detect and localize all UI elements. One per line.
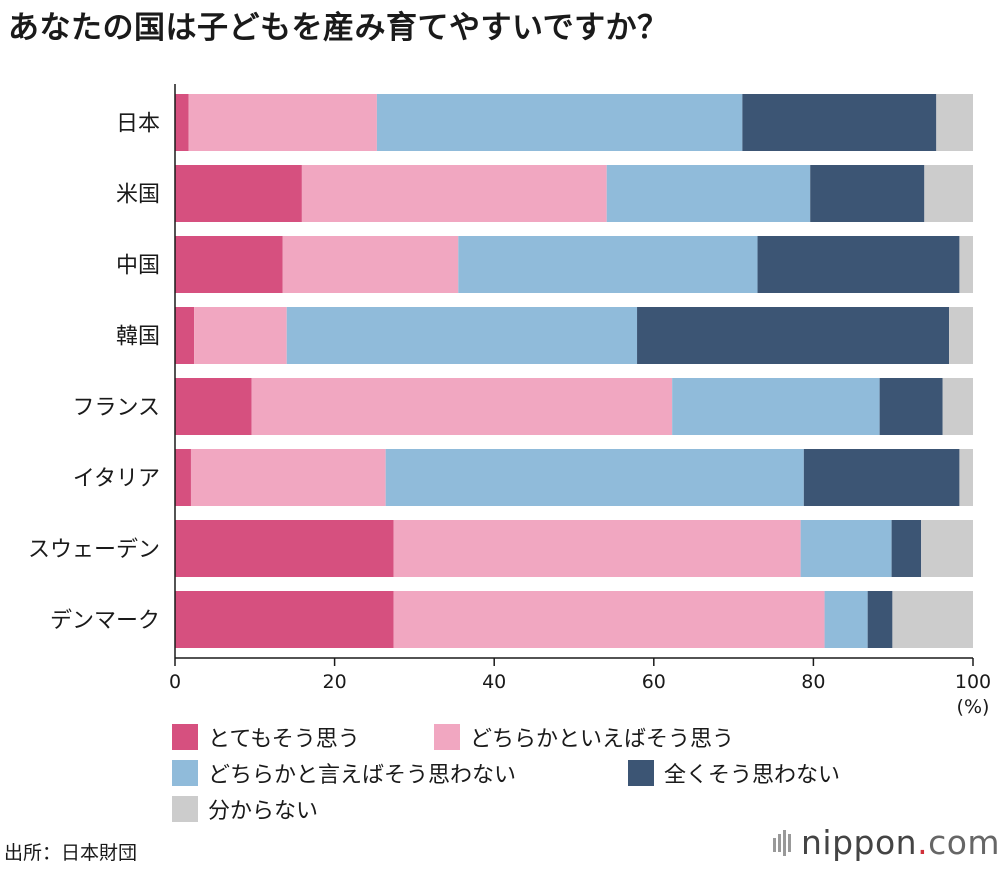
bar-segment bbox=[188, 94, 377, 151]
bar-segment bbox=[175, 378, 252, 435]
category-label: デンマーク bbox=[50, 609, 160, 634]
x-tick-label: 100 bbox=[955, 671, 991, 693]
bar-segment bbox=[936, 94, 973, 151]
category-label: 中国 bbox=[116, 254, 160, 279]
category-label: 日本 bbox=[116, 112, 160, 137]
legend-label: 全くそう思わない bbox=[664, 763, 841, 788]
legend-item: 分からない bbox=[172, 793, 318, 825]
legend-item: 全くそう思わない bbox=[628, 757, 840, 789]
bar-segment bbox=[891, 520, 922, 577]
x-tick-label: 80 bbox=[801, 671, 825, 693]
bar-segment bbox=[757, 236, 960, 293]
bar-segment bbox=[867, 591, 893, 648]
bar-segment bbox=[376, 94, 743, 151]
logo-mark-icon bbox=[773, 829, 791, 856]
bar-segment bbox=[824, 591, 868, 648]
legend-label: 分からない bbox=[208, 799, 319, 824]
bar-segment bbox=[175, 236, 283, 293]
legend-swatch bbox=[172, 760, 198, 786]
category-label: フランス bbox=[72, 396, 160, 421]
legend-swatch bbox=[434, 724, 460, 750]
bar-segment bbox=[251, 378, 673, 435]
bar-segment bbox=[800, 520, 892, 577]
bar-segment bbox=[458, 236, 758, 293]
bar-segment bbox=[175, 307, 195, 364]
legend-label: どちらかといえばそう思う bbox=[470, 727, 735, 752]
x-axis: 0 20 40 60 80 100 bbox=[169, 84, 991, 693]
chart-title: あなたの国は子どもを産み育てやすいですか？ bbox=[8, 10, 669, 46]
x-tick-label: 60 bbox=[642, 671, 666, 693]
bar-segment bbox=[942, 378, 973, 435]
bar-segment bbox=[175, 520, 394, 577]
bar-segment bbox=[194, 307, 287, 364]
legend-swatch bbox=[172, 796, 198, 822]
nippon-logo: nippon.com bbox=[773, 823, 1000, 862]
legend-item: どちらかといえばそう思う bbox=[434, 721, 734, 753]
bar-segment bbox=[190, 449, 386, 506]
legend-label: どちらかと言えばそう思わない bbox=[208, 763, 517, 788]
bar-segment bbox=[393, 591, 825, 648]
category-label: イタリア bbox=[73, 467, 160, 492]
bars-group bbox=[175, 94, 973, 648]
bar-segment bbox=[959, 236, 973, 293]
legend-label: とてもそう思う bbox=[208, 727, 360, 752]
bar-segment bbox=[286, 307, 638, 364]
legend-swatch bbox=[628, 760, 654, 786]
x-tick-label: 40 bbox=[482, 671, 506, 693]
logo-text: nippon.com bbox=[801, 823, 1000, 862]
bar-segment bbox=[282, 236, 459, 293]
legend-swatch bbox=[172, 724, 198, 750]
bar-segment bbox=[949, 307, 973, 364]
bar-segment bbox=[301, 165, 607, 222]
x-tick-label: 20 bbox=[323, 671, 347, 693]
category-label: 米国 bbox=[116, 183, 160, 208]
bar-segment bbox=[879, 378, 943, 435]
bar-segment bbox=[959, 449, 973, 506]
bar-segment bbox=[892, 591, 973, 648]
x-tick-label: 0 bbox=[169, 671, 181, 693]
bar-segment bbox=[393, 520, 801, 577]
bar-segment bbox=[924, 165, 973, 222]
category-label: 韓国 bbox=[116, 325, 160, 350]
legend-item: とてもそう思う bbox=[172, 721, 360, 753]
bar-segment bbox=[175, 449, 191, 506]
bar-segment bbox=[803, 449, 960, 506]
source-note: 出所：日本財団 bbox=[4, 842, 138, 864]
bar-segment bbox=[385, 449, 804, 506]
category-label: スウェーデン bbox=[28, 538, 160, 563]
bar-segment bbox=[810, 165, 925, 222]
bar-segment bbox=[742, 94, 937, 151]
bar-segment bbox=[175, 94, 189, 151]
bar-segment bbox=[175, 165, 302, 222]
bar-segment bbox=[175, 591, 394, 648]
bar-segment bbox=[637, 307, 950, 364]
x-unit-label: (%) bbox=[957, 696, 990, 718]
bar-segment bbox=[606, 165, 811, 222]
legend-item: どちらかと言えばそう思わない bbox=[172, 757, 516, 789]
bar-segment bbox=[921, 520, 973, 577]
bar-segment bbox=[672, 378, 880, 435]
